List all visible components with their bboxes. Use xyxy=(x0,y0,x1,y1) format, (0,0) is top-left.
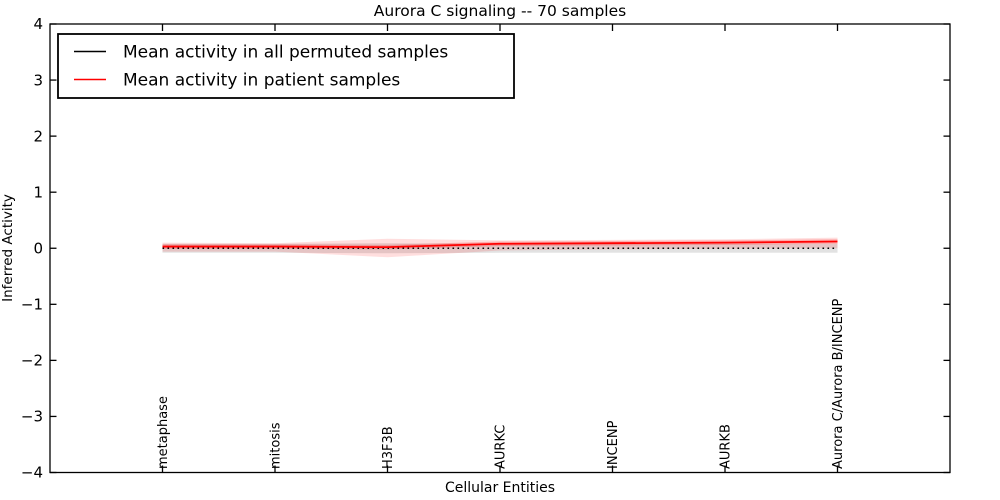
legend: Mean activity in all permuted samples Me… xyxy=(57,33,515,99)
x-tick-label: AURKB xyxy=(719,424,734,469)
chart-title: Aurora C signaling -- 70 samples xyxy=(374,2,626,20)
y-tick-label: −3 xyxy=(21,408,43,426)
x-tick-label: metaphase xyxy=(156,396,171,469)
x-tick-label: Aurora C/Aurora B/INCENP xyxy=(831,298,846,469)
legend-label-permuted-samples: Mean activity in all permuted samples xyxy=(123,43,448,63)
y-tick-label: 2 xyxy=(33,127,43,145)
x-tick-label: AURKC xyxy=(494,425,509,469)
x-tick-label: INCENP xyxy=(606,420,621,469)
y-tick-label: 0 xyxy=(33,239,43,257)
legend-box xyxy=(57,33,515,99)
y-tick-label: 1 xyxy=(33,183,43,201)
x-axis-label: Cellular Entities xyxy=(445,480,555,496)
y-tick-label: −1 xyxy=(21,296,43,314)
y-axis-label: Inferred Activity xyxy=(0,194,16,302)
y-tick-label: −2 xyxy=(21,352,43,370)
patient-mean-line xyxy=(162,240,838,249)
plot-contents: −4 −3 −2 −1 0 1 2 3 4 metaphase mitosis H3F3B AURKC I… xyxy=(21,15,950,482)
y-tick-label: 3 xyxy=(33,71,43,89)
x-tick-label: mitosis xyxy=(269,422,284,469)
x-tick-label: H3F3B xyxy=(381,426,396,469)
legend-label-patient-samples: Mean activity in patient samples xyxy=(123,71,400,91)
y-tick-label: −4 xyxy=(21,464,43,482)
y-tick-label: 4 xyxy=(33,15,43,33)
permuted-band xyxy=(162,243,838,254)
